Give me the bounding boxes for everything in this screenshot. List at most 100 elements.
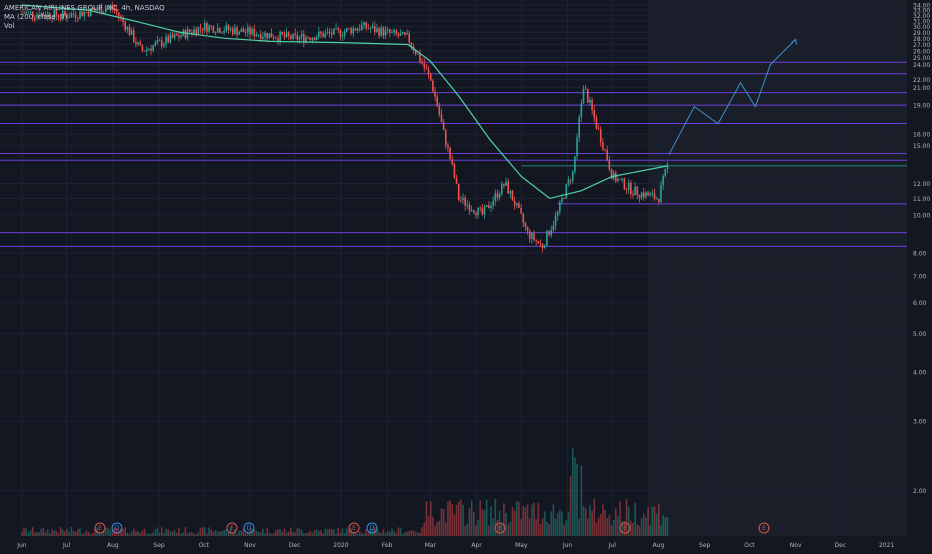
volume-bar — [546, 521, 548, 536]
candle-body — [541, 244, 544, 249]
candle-body — [270, 33, 273, 38]
price-axis[interactable]: 34.0033.0032.0031.0030.0029.0028.0027.00… — [907, 0, 932, 550]
candle-body — [597, 128, 600, 130]
volume-bar — [27, 532, 30, 536]
dividend-marker[interactable] — [111, 522, 123, 534]
volume-bar — [640, 518, 643, 536]
volume-bar — [72, 530, 75, 536]
candle-body — [550, 229, 553, 236]
candle-body — [386, 29, 389, 31]
volume-bar — [311, 532, 314, 536]
time-tick-label: Nov — [244, 542, 256, 549]
candle-body — [51, 18, 53, 20]
volume-bar — [453, 514, 456, 536]
volume-bar — [264, 533, 266, 536]
candle-body — [548, 231, 550, 236]
earnings-marker[interactable] — [619, 522, 631, 534]
dividend-marker[interactable] — [366, 522, 378, 534]
volume-bar — [307, 532, 309, 536]
price-tick-label: 19.00 — [913, 102, 930, 109]
candle-body — [451, 159, 454, 164]
volume-bar — [225, 528, 228, 536]
projection-line[interactable] — [668, 39, 796, 155]
candle-body — [309, 37, 312, 40]
time-axis[interactable]: Jun Jul Aug Sep Oct Nov Dec 2020 Feb Mar Apr May Jun… — [16, 542, 894, 549]
volume-bar — [188, 531, 191, 536]
volume-bar — [208, 527, 210, 536]
volume-bar — [49, 533, 51, 536]
candle-body — [614, 172, 617, 182]
volume-bar — [322, 533, 324, 536]
candle-body — [341, 35, 344, 37]
volume-bar — [382, 529, 385, 536]
volume-bar — [584, 508, 587, 536]
candle-body — [160, 40, 163, 47]
candle-body — [242, 28, 245, 33]
volume-bar — [255, 530, 258, 536]
candle-body — [500, 183, 503, 195]
candle-body — [46, 13, 49, 17]
symbol-title[interactable]: AMERICAN AIRLINES GROUP INC, 4h, NASDAQ — [4, 4, 165, 12]
candle-body — [619, 179, 621, 181]
ma-line — [21, 4, 668, 200]
candle-body — [120, 16, 122, 18]
candle-body — [636, 186, 639, 196]
volume-bar — [221, 531, 223, 536]
earnings-marker[interactable] — [758, 522, 770, 534]
projection-path[interactable] — [668, 38, 798, 155]
price-tick-label: 26.00 — [913, 48, 930, 55]
volume-bar — [242, 528, 245, 536]
volume-bar — [434, 525, 436, 536]
volume-bar — [272, 533, 275, 536]
volume-indicator-label[interactable]: Vol — [4, 22, 15, 30]
candle-body — [599, 129, 602, 143]
candle-body — [307, 37, 309, 38]
ma-indicator-label[interactable]: MA (200, close, 0) — [4, 13, 68, 21]
event-marker-label: D — [115, 525, 120, 532]
event-marker-label: E — [230, 525, 234, 532]
earnings-marker[interactable] — [348, 522, 360, 534]
volume-bar — [617, 516, 619, 536]
earnings-marker[interactable] — [226, 522, 238, 534]
candle-body — [208, 25, 210, 32]
candle-body — [354, 28, 357, 31]
candle-body — [393, 30, 395, 32]
price-tick-label: 25.00 — [913, 55, 930, 62]
volume-bar — [645, 517, 647, 536]
candle-body — [373, 26, 376, 33]
volume-bar — [662, 515, 664, 536]
volume-bar — [259, 532, 262, 536]
volume-bar — [391, 528, 393, 536]
candle-body — [79, 11, 81, 19]
volume-bar — [587, 518, 589, 536]
volume-bar — [219, 531, 221, 536]
time-tick-label: Jun — [562, 542, 573, 549]
candle-body — [89, 8, 92, 17]
candle-body — [152, 45, 154, 51]
volume-bar — [427, 516, 430, 536]
volume-bar — [559, 510, 561, 536]
candle-body — [384, 29, 387, 36]
earnings-marker[interactable] — [94, 522, 106, 534]
volume-bar — [539, 524, 542, 536]
time-tick-label: Nov — [790, 542, 802, 549]
time-tick-label: Mar — [425, 542, 437, 549]
dividend-marker[interactable] — [243, 522, 255, 534]
candle-body — [25, 12, 27, 14]
volume-bar — [653, 506, 656, 536]
candle-body — [143, 50, 146, 52]
volume-bar — [148, 533, 150, 536]
candle-body — [70, 13, 73, 18]
volume-bar — [612, 520, 615, 536]
earnings-marker[interactable] — [494, 522, 506, 534]
time-tick-label: Aug — [653, 542, 665, 549]
volume-bar — [516, 500, 518, 536]
candle-body — [66, 14, 68, 19]
candle-body — [658, 198, 660, 203]
volume-bar — [197, 531, 200, 536]
volume-bar — [412, 530, 415, 536]
candle-body — [236, 27, 238, 35]
